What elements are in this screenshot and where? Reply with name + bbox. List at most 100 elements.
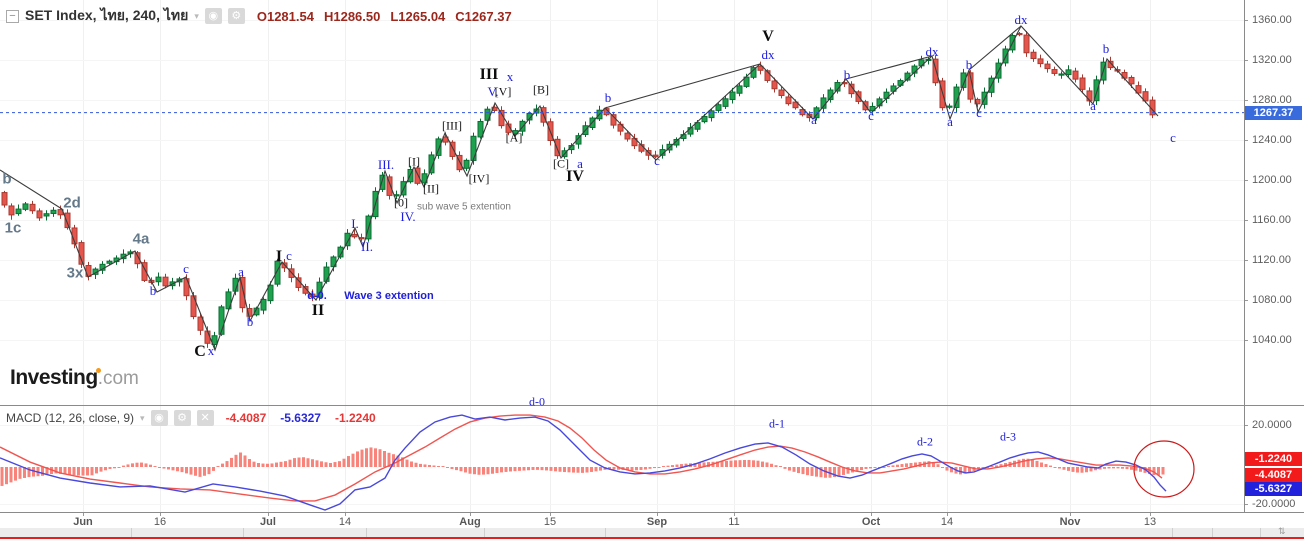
macd-histogram-bar (1094, 467, 1097, 471)
macd-histogram-bar (522, 467, 526, 471)
strip-divider (605, 528, 606, 537)
macd-histogram-bar (459, 467, 463, 472)
time-axis-label[interactable]: Sep (646, 516, 668, 528)
candle-body (897, 80, 904, 86)
close-icon[interactable]: ✕ (196, 410, 214, 426)
macd-histogram-bar (270, 463, 274, 467)
signal-value: -5.6327 (280, 411, 321, 425)
candle-body (218, 306, 225, 335)
macd-histogram-bar (644, 467, 647, 470)
candle-body (155, 276, 162, 283)
macd-histogram-bar (995, 465, 998, 467)
macd-histogram-bar (108, 467, 112, 469)
time-axis-label[interactable]: Nov (1059, 516, 1081, 528)
trend-line (845, 55, 933, 80)
candle-body (351, 233, 358, 238)
candle-body (449, 141, 456, 157)
macd-histogram-bar (63, 467, 67, 475)
macd-histogram-bar (734, 460, 737, 467)
macd-histogram-bar (113, 467, 116, 469)
candle-body (1, 192, 8, 206)
macd-histogram-bar (716, 461, 719, 467)
time-axis-label[interactable]: 14 (940, 516, 954, 528)
macd-histogram-bar (887, 466, 890, 467)
gear-icon[interactable]: ⚙ (173, 410, 191, 426)
macd-histogram-bar (189, 467, 193, 475)
time-axis-label[interactable]: Oct (861, 516, 881, 528)
price-axis-label: 1320.00 (1252, 54, 1292, 66)
chevron-down-icon[interactable]: ▾ (194, 10, 199, 21)
candle-body (673, 138, 680, 146)
macd-histogram-bar (347, 456, 350, 467)
macd-histogram-bar (842, 467, 845, 475)
macd-histogram-bar (405, 459, 409, 467)
macd-histogram-bar (171, 467, 175, 471)
candle-body (414, 167, 421, 184)
price-axis-label: 1040.00 (1252, 334, 1292, 346)
macd-histogram-bar (135, 462, 139, 467)
macd-histogram-bar (959, 467, 962, 475)
macd-histogram-bar (666, 465, 670, 467)
gear-icon[interactable]: ⚙ (227, 8, 245, 24)
pane-resize-strip[interactable] (0, 528, 1304, 537)
candle-body (526, 112, 533, 121)
macd-histogram-bar (1067, 467, 1070, 471)
macd-histogram-bar (1080, 467, 1084, 473)
strip-divider (1212, 528, 1213, 537)
time-axis-label[interactable]: Jul (260, 516, 276, 528)
candle-body (470, 135, 477, 161)
macd-histogram-bar (756, 460, 760, 467)
resize-arrows-icon[interactable]: ⇅ (1278, 526, 1286, 536)
eye-icon[interactable]: ◉ (204, 8, 222, 24)
macd-histogram-bar (180, 467, 184, 473)
macd-histogram-bar (900, 464, 904, 467)
candle-body (1065, 69, 1072, 76)
macd-histogram-bar (684, 463, 688, 467)
candle-body (736, 85, 743, 94)
candle-body (267, 284, 274, 302)
time-axis-label[interactable]: 14 (338, 516, 352, 528)
candle-body (505, 123, 512, 133)
candle-body (778, 89, 785, 96)
macd-histogram-bar (653, 467, 656, 469)
macd-histogram-bar (68, 467, 71, 475)
macd-histogram-bar (599, 467, 602, 471)
macd-histogram-bar (1161, 467, 1165, 475)
time-axis-label[interactable]: 13 (1143, 516, 1157, 528)
macd-histogram-bar (477, 467, 481, 475)
macd-histogram-bar (392, 454, 395, 467)
time-axis-label[interactable]: 15 (543, 516, 557, 528)
macd-histogram-bar (815, 467, 818, 477)
macd-histogram-bar (419, 463, 422, 467)
macd-histogram-bar (833, 467, 836, 478)
candle-body (722, 98, 729, 107)
collapse-icon[interactable]: − (6, 9, 19, 23)
macd-histogram-bar (212, 467, 215, 471)
eye-icon[interactable]: ◉ (150, 410, 168, 426)
macd-histogram-bar (1017, 459, 1021, 467)
macd-histogram-bar (837, 467, 841, 477)
candle-body (932, 58, 939, 84)
macd-histogram-bar (275, 462, 278, 467)
time-axis-label[interactable]: Aug (459, 516, 481, 528)
macd-histogram-bar (23, 467, 26, 478)
time-axis-label[interactable]: 16 (153, 516, 167, 528)
macd-histogram-bar (824, 467, 827, 478)
macd-histogram-bar (441, 466, 445, 467)
time-axis-label[interactable]: Jun (73, 516, 93, 528)
macd-histogram-bar (1103, 467, 1106, 469)
candle-body (1079, 77, 1086, 90)
macd-histogram-bar (158, 467, 161, 468)
candle-body (1030, 51, 1037, 60)
macd-histogram-bar (27, 467, 31, 478)
chevron-down-icon[interactable]: ▾ (140, 412, 145, 423)
macd-histogram-bar (324, 462, 328, 467)
macd-histogram-bar (846, 467, 850, 474)
elliott-zigzag-line (0, 25, 1159, 352)
macd-histogram-bar (59, 467, 62, 474)
macd-histogram-bar (549, 467, 553, 471)
macd-histogram-bar (828, 467, 832, 478)
time-axis-label[interactable]: 11 (728, 516, 740, 528)
